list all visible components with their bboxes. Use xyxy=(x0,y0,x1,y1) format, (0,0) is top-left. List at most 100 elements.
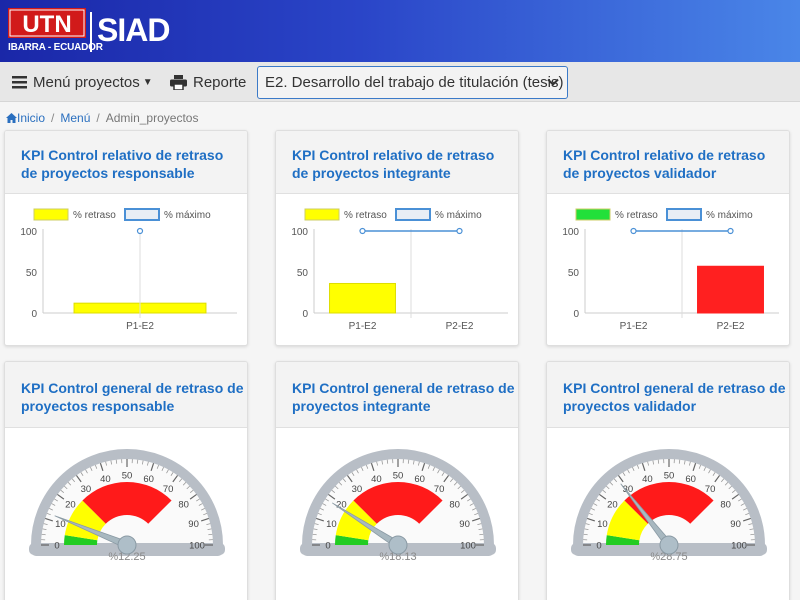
legend-retraso-label: % retraso xyxy=(615,210,658,221)
utn-logo-mark: UTN xyxy=(8,8,86,38)
gauge-band xyxy=(335,535,369,545)
gauge-minor-tick xyxy=(412,460,415,465)
gauge-tick-label: 10 xyxy=(55,519,66,530)
y-tick-label: 100 xyxy=(562,227,579,238)
gauge-minor-tick xyxy=(627,469,630,474)
gauge-tick-label: 90 xyxy=(188,519,199,530)
gauge-minor-tick xyxy=(320,508,324,511)
gauge-major-tick xyxy=(460,493,468,500)
gauge-tick-label: 60 xyxy=(414,474,425,485)
gauge-major-tick xyxy=(471,517,480,522)
project-select-value: E2. Desarrollo del trabajo de titulación… xyxy=(265,74,564,91)
gauge-minor-tick xyxy=(156,464,160,469)
gauge-major-tick xyxy=(692,463,697,472)
kpi-general-validador-panel: KPI Control general de retraso de proyec… xyxy=(546,361,790,600)
legend-maximo-label: % máximo xyxy=(435,210,482,221)
gauge-minor-tick xyxy=(351,472,355,476)
gauge-minor-tick xyxy=(161,467,164,471)
utn-logo[interactable]: UTN IBARRA - ECUADOR xyxy=(8,8,103,56)
report-button[interactable]: Reporte xyxy=(170,62,246,102)
y-tick-label: 50 xyxy=(26,268,38,279)
breadcrumb-menu[interactable]: Menú xyxy=(60,111,91,125)
gauge-major-tick xyxy=(57,493,65,500)
gauge-minor-tick xyxy=(683,460,686,465)
gauge-minor-tick xyxy=(322,503,327,506)
kpi-gauge: 0 10 20 30 40 50 60 70 80 90 100 %18.13 xyxy=(300,449,496,563)
gauge-major-tick xyxy=(316,517,325,522)
gauge-minor-tick xyxy=(457,485,461,490)
y-tick-label: 50 xyxy=(568,268,580,279)
panel-title-line1: KPI Control relativo de retraso xyxy=(563,147,766,163)
legend-retraso-label: % retraso xyxy=(344,210,387,221)
gauge-minor-tick xyxy=(314,523,319,525)
gauge-tick-label: 20 xyxy=(607,499,618,510)
gauge-minor-tick xyxy=(703,467,706,471)
gauge-tick-label: 20 xyxy=(336,499,347,510)
gauge-tick-label: 30 xyxy=(352,484,363,495)
panel-title-line1: KPI Control general de retraso de xyxy=(21,380,244,396)
gauge-minor-tick xyxy=(54,498,58,502)
gauge-minor-tick xyxy=(43,523,48,525)
gauge-major-tick xyxy=(443,475,450,483)
legend-retraso-label: % retraso xyxy=(73,210,116,221)
gauge-value-label: %18.13 xyxy=(379,551,416,563)
legend-maximo-label: % máximo xyxy=(164,210,211,221)
kpi-bar-chart: % retraso % máximo 100 50 0 P1-E2 P2-E2 xyxy=(562,208,779,332)
gauge-major-tick xyxy=(714,475,721,483)
legend-maximo-swatch xyxy=(666,208,702,221)
gauge-minor-tick xyxy=(678,459,681,464)
kpi-gauge: 0 10 20 30 40 50 60 70 80 90 100 %12.25 xyxy=(29,449,225,563)
panel-title: KPI Control relativo de retraso de proye… xyxy=(21,146,223,182)
gauge-minor-tick xyxy=(147,461,149,466)
logo-divider xyxy=(90,12,92,52)
project-select[interactable]: E2. Desarrollo del trabajo de titulación… xyxy=(257,66,568,99)
gauge-minor-tick xyxy=(441,472,445,476)
gauge-band xyxy=(606,535,640,545)
legend-retraso-swatch xyxy=(575,208,611,221)
panel-title-line2: proyectos integrante xyxy=(292,398,431,414)
gauge-tick-label: 50 xyxy=(664,471,675,482)
panel-body: % retraso % máximo 100 50 0 P1-E2 P2-E2 xyxy=(547,194,789,345)
gauge-value-label: %12.25 xyxy=(108,551,145,563)
gauge-band xyxy=(353,482,443,524)
panel-header: KPI Control relativo de retraso de proye… xyxy=(276,131,518,194)
kpi-general-responsable-panel: KPI Control general de retraso de proyec… xyxy=(4,361,248,600)
gauge-minor-tick xyxy=(652,460,655,465)
gauge-tick-label: 40 xyxy=(642,474,653,485)
gauge-tick-label: 80 xyxy=(720,499,731,510)
gauge-minor-tick xyxy=(427,464,431,469)
gauge-major-tick xyxy=(617,475,624,483)
legend-retraso-swatch xyxy=(304,208,340,221)
gauge-minor-tick xyxy=(453,482,458,486)
panel-header: KPI Control general de retraso de proyec… xyxy=(547,362,789,428)
gauge-tick-label: 30 xyxy=(81,484,92,495)
panel-body: % retraso % máximo 100 50 0 P1-E2 P2-E2 xyxy=(276,194,518,345)
panel-header: KPI Control relativo de retraso de proye… xyxy=(5,131,247,194)
legend-maximo-swatch xyxy=(395,208,431,221)
gauge-minor-tick xyxy=(728,485,732,490)
gauge-minor-tick xyxy=(85,469,88,474)
projects-menu-dropdown[interactable]: Menú proyectos ▼ xyxy=(12,62,153,102)
panel-header: KPI Control general de retraso de proyec… xyxy=(276,362,518,428)
gauge-minor-tick xyxy=(42,528,47,531)
gauge-minor-tick xyxy=(178,478,183,483)
chevron-down-icon xyxy=(546,75,560,93)
gauge-minor-tick xyxy=(748,523,753,525)
gauge-minor-tick xyxy=(588,512,593,516)
breadcrumb: Inicio / Menú / Admin_proyectos xyxy=(6,111,198,125)
gauge-minor-tick xyxy=(313,528,318,531)
gauge-minor-tick xyxy=(584,528,589,531)
legend-retraso-swatch xyxy=(33,208,69,221)
panel-title-line1: KPI Control general de retraso de xyxy=(563,380,786,396)
gauge-minor-tick xyxy=(206,523,211,525)
maximo-point xyxy=(136,227,144,235)
gauge-minor-tick xyxy=(407,459,410,464)
gauge-minor-tick xyxy=(469,503,474,506)
gauge-minor-tick xyxy=(41,533,46,536)
gauge-minor-tick xyxy=(365,464,369,469)
breadcrumb-home[interactable]: Inicio xyxy=(6,111,45,125)
x-tick-label: P1-E2 xyxy=(126,321,154,332)
panel-body: 0 10 20 30 40 50 60 70 80 90 100 %18.13 xyxy=(276,428,518,600)
gauge-minor-tick xyxy=(647,461,649,466)
gauge-minor-tick xyxy=(60,489,65,494)
